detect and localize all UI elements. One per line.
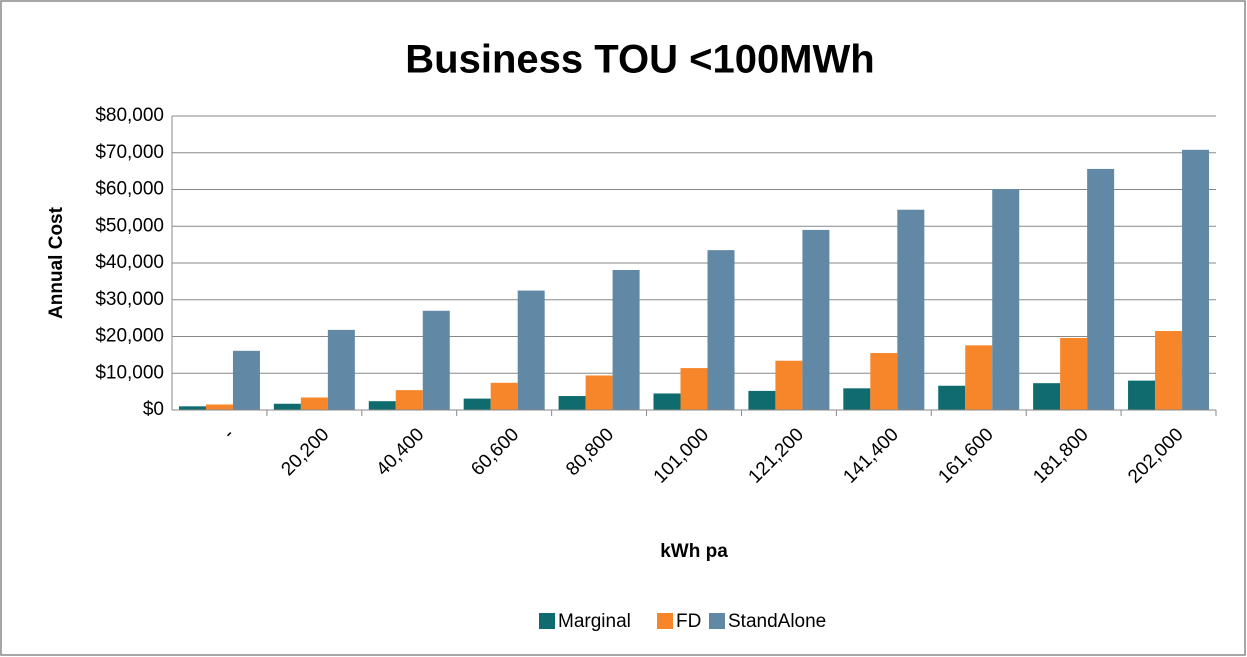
y-tick-label: $0 <box>143 399 164 420</box>
bar <box>1060 337 1088 410</box>
bar <box>748 390 776 410</box>
bar <box>300 397 328 410</box>
bar <box>368 401 396 410</box>
y-tick-label: $70,000 <box>95 142 164 163</box>
bar <box>653 393 681 410</box>
legend-label: StandAlone <box>728 611 826 632</box>
bar <box>870 353 898 410</box>
legend-swatch <box>709 613 725 629</box>
bar <box>273 403 301 410</box>
bar <box>938 385 966 410</box>
bar <box>1128 380 1156 410</box>
legend-swatch <box>657 613 673 629</box>
bar <box>1182 149 1210 410</box>
bar <box>517 290 545 410</box>
bar <box>232 350 260 410</box>
y-tick-label: $40,000 <box>95 252 164 273</box>
y-tick-label: $60,000 <box>95 179 164 200</box>
bar <box>802 229 830 410</box>
bar <box>558 396 586 410</box>
bar <box>1087 168 1115 410</box>
bar <box>707 250 735 410</box>
bar <box>843 388 871 410</box>
bar <box>1155 330 1183 410</box>
legend-label: FD <box>676 611 701 632</box>
bar <box>205 404 233 410</box>
y-tick-label: $20,000 <box>95 326 164 347</box>
bar <box>395 390 423 410</box>
chart-title: Business TOU <100MWh <box>405 38 874 82</box>
bar <box>463 398 491 410</box>
y-tick-label: $80,000 <box>95 105 164 126</box>
y-axis-label: Annual Cost <box>46 206 67 319</box>
bar <box>897 209 925 410</box>
bar <box>178 406 206 410</box>
bar <box>680 368 708 410</box>
bar <box>327 329 355 410</box>
bar <box>965 345 993 410</box>
bar <box>490 382 518 410</box>
bar <box>992 189 1020 410</box>
bar <box>1033 383 1061 410</box>
bar <box>585 375 613 410</box>
bar <box>775 360 803 410</box>
legend-swatch <box>539 613 555 629</box>
y-tick-label: $10,000 <box>95 362 164 383</box>
bar <box>612 269 640 410</box>
y-tick-label: $30,000 <box>95 289 164 310</box>
x-axis-label: kWh pa <box>660 541 728 562</box>
legend-label: Marginal <box>558 611 631 632</box>
y-tick-label: $50,000 <box>95 215 164 236</box>
bar <box>422 310 450 410</box>
